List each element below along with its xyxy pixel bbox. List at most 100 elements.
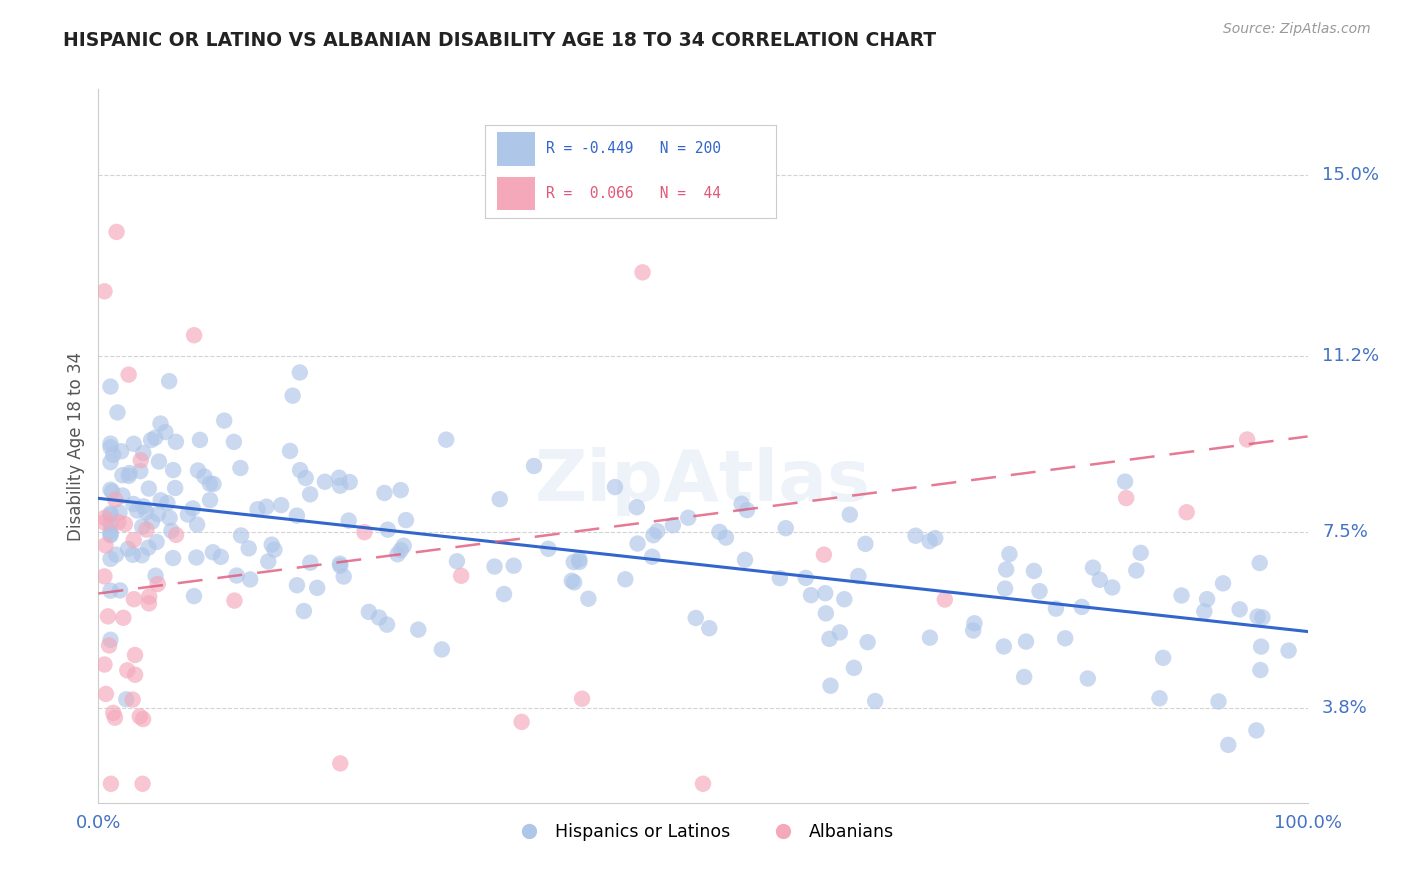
Point [714, 531, 737, 545]
Point [328, 471, 350, 485]
Point [643, 528, 665, 542]
Point [94, 687, 117, 701]
Point [93, 569, 115, 583]
Point [100, 552, 122, 566]
Point [299, 556, 322, 570]
Point [149, 417, 172, 431]
Point [183, 589, 205, 603]
Point [307, 581, 329, 595]
Point [94, 510, 117, 524]
Point [523, 458, 546, 473]
Text: 11.2%: 11.2% [1322, 347, 1379, 365]
Point [1195, 592, 1218, 607]
Point [198, 493, 221, 508]
Point [389, 483, 412, 497]
Point [100, 632, 122, 647]
Point [229, 461, 252, 475]
Point [1212, 576, 1234, 591]
Point [813, 548, 835, 562]
Point [132, 446, 155, 460]
Point [510, 714, 533, 729]
Point [492, 587, 515, 601]
Point [818, 632, 841, 646]
Point [254, 500, 277, 514]
Point [568, 552, 591, 566]
Point [239, 573, 262, 587]
Point [430, 642, 453, 657]
Point [924, 531, 946, 545]
Point [100, 528, 122, 542]
Point [148, 454, 170, 468]
Point [856, 635, 879, 649]
Point [814, 607, 837, 621]
Point [800, 588, 823, 602]
Point [135, 505, 157, 519]
Text: Source: ZipAtlas.com: Source: ZipAtlas.com [1223, 22, 1371, 37]
Point [100, 379, 122, 393]
Point [1101, 581, 1123, 595]
Point [406, 623, 429, 637]
Point [108, 583, 131, 598]
Point [93, 657, 115, 672]
Point [735, 503, 758, 517]
Point [1194, 604, 1216, 618]
Point [159, 511, 181, 525]
Point [155, 425, 177, 439]
Point [814, 586, 837, 600]
Point [446, 554, 468, 568]
Point [662, 518, 685, 533]
Point [117, 663, 139, 677]
Point [115, 692, 138, 706]
Point [229, 528, 252, 542]
Point [1246, 723, 1268, 738]
Point [111, 489, 134, 503]
Point [1088, 573, 1111, 587]
Point [603, 480, 626, 494]
Point [963, 616, 986, 631]
Point [111, 468, 134, 483]
Point [1251, 610, 1274, 624]
Point [1022, 564, 1045, 578]
Point [105, 225, 128, 239]
Text: 7.5%: 7.5% [1322, 523, 1368, 541]
Point [146, 507, 169, 521]
Point [1070, 599, 1092, 614]
Point [257, 554, 280, 568]
Point [1028, 584, 1050, 599]
Point [561, 574, 583, 588]
Point [186, 517, 208, 532]
Point [100, 440, 122, 454]
Point [138, 541, 160, 555]
Point [368, 610, 391, 624]
Point [212, 414, 235, 428]
Point [294, 471, 316, 485]
Point [183, 328, 205, 343]
Legend: Hispanics or Latinos, Albanians: Hispanics or Latinos, Albanians [505, 816, 901, 847]
Point [112, 611, 135, 625]
Point [329, 558, 352, 573]
Point [181, 501, 204, 516]
Point [165, 481, 187, 495]
Point [100, 436, 122, 450]
Point [288, 366, 311, 380]
Point [842, 661, 865, 675]
Point [329, 479, 352, 493]
Point [281, 389, 304, 403]
Point [278, 444, 301, 458]
Point [626, 536, 648, 550]
Point [392, 539, 415, 553]
Point [1129, 546, 1152, 560]
Point [562, 555, 585, 569]
Point [299, 487, 322, 501]
Point [114, 516, 136, 531]
Point [329, 557, 352, 571]
Point [100, 483, 122, 497]
Point [138, 590, 160, 604]
Point [395, 513, 418, 527]
Point [993, 640, 1015, 654]
Point [98, 639, 121, 653]
Point [100, 583, 122, 598]
Point [1115, 491, 1137, 505]
Point [1125, 564, 1147, 578]
Point [118, 468, 141, 483]
